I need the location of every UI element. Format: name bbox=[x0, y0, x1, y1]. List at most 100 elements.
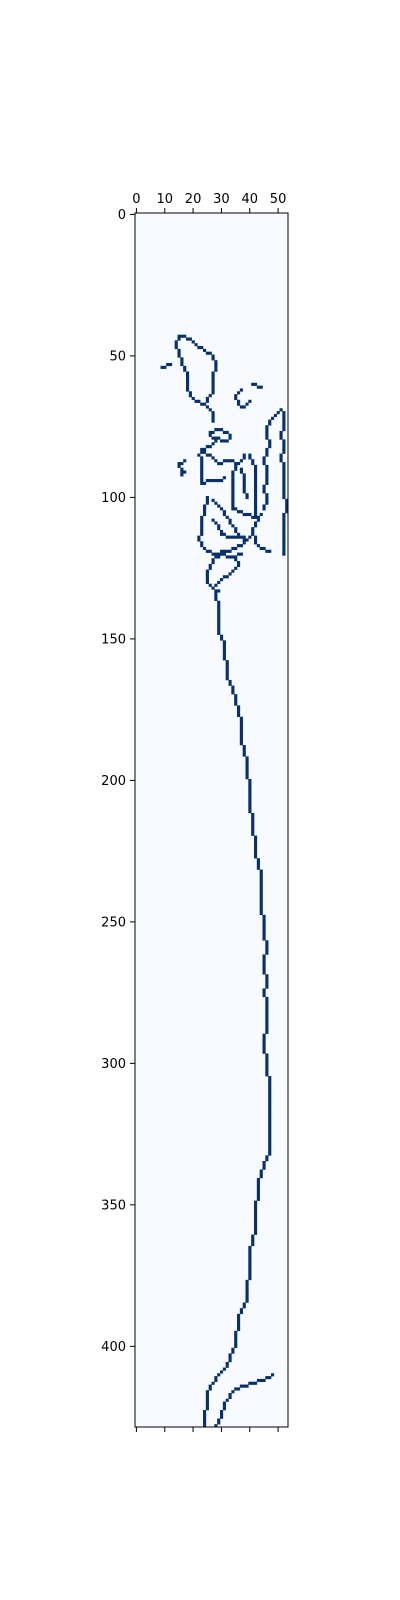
edge-pixel bbox=[259, 878, 263, 882]
edge-pixel bbox=[262, 960, 266, 964]
edge-pixel bbox=[231, 691, 235, 695]
edge-pixel bbox=[214, 595, 218, 599]
edge-pixel bbox=[234, 1330, 238, 1334]
edge-pixel bbox=[239, 544, 243, 548]
edge-pixel bbox=[251, 815, 255, 819]
edge-pixel bbox=[256, 866, 260, 870]
edge-pixel bbox=[265, 498, 269, 502]
edge-pixel bbox=[262, 937, 266, 941]
edge-pixel bbox=[245, 764, 249, 768]
edge-pixel bbox=[256, 515, 260, 519]
edge-pixel bbox=[222, 552, 226, 556]
edge-pixel bbox=[262, 923, 266, 927]
edge-pixel bbox=[231, 484, 235, 488]
edge-pixel bbox=[225, 677, 229, 681]
edge-pixel bbox=[265, 481, 269, 485]
edge-pixel bbox=[217, 600, 221, 604]
edge-pixel bbox=[242, 405, 246, 409]
edge-pixel bbox=[231, 476, 235, 480]
edge-pixel bbox=[220, 578, 224, 582]
edge-pixel bbox=[265, 1061, 269, 1066]
y-tick-label: 350 bbox=[101, 1198, 126, 1213]
edge-pixel bbox=[265, 943, 269, 947]
edge-pixel bbox=[203, 1418, 207, 1422]
edge-pixel bbox=[205, 1404, 209, 1408]
edge-pixel bbox=[203, 348, 207, 352]
edge-pixel bbox=[282, 495, 286, 500]
edge-pixel bbox=[237, 399, 241, 403]
edge-pixel bbox=[268, 1118, 272, 1122]
edge-pixel bbox=[239, 535, 243, 539]
edge-pixel bbox=[174, 340, 178, 344]
edge-pixel bbox=[254, 835, 258, 839]
edge-pixel bbox=[268, 1141, 272, 1145]
edge-pixel bbox=[279, 430, 283, 435]
edge-pixel bbox=[214, 459, 218, 463]
edge-pixel bbox=[282, 518, 286, 522]
edge-pixel bbox=[282, 549, 286, 553]
edge-pixel bbox=[211, 442, 215, 446]
edge-pixel bbox=[265, 470, 269, 474]
edge-pixel bbox=[225, 660, 229, 664]
edge-pixel bbox=[254, 515, 258, 519]
edge-pixel bbox=[254, 1200, 258, 1204]
edge-pixel bbox=[282, 422, 286, 426]
edge-pixel bbox=[265, 430, 269, 435]
edge-pixel bbox=[259, 875, 263, 879]
edge-pixel bbox=[259, 1172, 263, 1176]
edge-pixel bbox=[214, 583, 218, 587]
edge-pixel bbox=[239, 725, 243, 729]
edge-pixel bbox=[254, 484, 258, 488]
edge-pixel bbox=[242, 453, 246, 457]
y-tick-label: 250 bbox=[101, 915, 126, 930]
edge-pixel bbox=[228, 436, 232, 440]
edge-pixel bbox=[262, 994, 266, 998]
edge-pixel bbox=[180, 467, 184, 471]
edge-pixel bbox=[265, 1030, 269, 1034]
edge-pixel bbox=[205, 549, 209, 553]
edge-pixel bbox=[282, 419, 286, 423]
edge-pixel bbox=[234, 566, 238, 570]
edge-pixel bbox=[254, 844, 258, 848]
edge-pixel bbox=[208, 563, 212, 568]
edge-pixel bbox=[262, 504, 266, 508]
edge-pixel bbox=[203, 1424, 207, 1428]
edge-pixel bbox=[197, 453, 201, 457]
edge-pixel bbox=[268, 1087, 272, 1091]
edge-pixel bbox=[234, 1342, 238, 1346]
edge-pixel bbox=[282, 464, 286, 468]
edge-pixel bbox=[265, 977, 269, 981]
edge-pixel bbox=[254, 852, 258, 856]
edge-pixel bbox=[237, 563, 241, 568]
edge-pixel bbox=[245, 1288, 249, 1292]
edge-pixel bbox=[268, 419, 272, 423]
edge-pixel bbox=[234, 1387, 238, 1391]
edge-pixel bbox=[217, 626, 221, 630]
edge-pixel bbox=[211, 416, 215, 420]
edge-pixel bbox=[265, 985, 269, 989]
edge-pixel bbox=[239, 552, 243, 556]
edge-pixel bbox=[254, 504, 258, 508]
edge-pixel bbox=[282, 473, 286, 477]
edge-pixel bbox=[282, 479, 286, 483]
edge-pixel bbox=[217, 631, 221, 635]
edge-pixel bbox=[203, 1415, 207, 1419]
edge-pixel bbox=[228, 518, 232, 522]
edge-pixel bbox=[256, 1197, 260, 1201]
edge-pixel bbox=[251, 515, 255, 519]
edge-pixel bbox=[217, 614, 221, 618]
edge-pixel bbox=[217, 1373, 221, 1377]
edge-pixel bbox=[254, 490, 258, 494]
edge-pixel bbox=[208, 408, 212, 412]
edge-pixel bbox=[265, 549, 269, 553]
edge-pixel bbox=[265, 464, 269, 468]
edge-pixel bbox=[231, 493, 235, 497]
edge-pixel bbox=[265, 1067, 269, 1071]
edge-pixel bbox=[248, 512, 252, 517]
edge-pixel bbox=[242, 747, 246, 751]
edge-pixel bbox=[200, 515, 204, 519]
edge-pixel bbox=[237, 391, 241, 395]
edge-pixel bbox=[239, 733, 243, 737]
edge-pixel bbox=[211, 498, 215, 502]
edge-pixel bbox=[225, 668, 229, 672]
